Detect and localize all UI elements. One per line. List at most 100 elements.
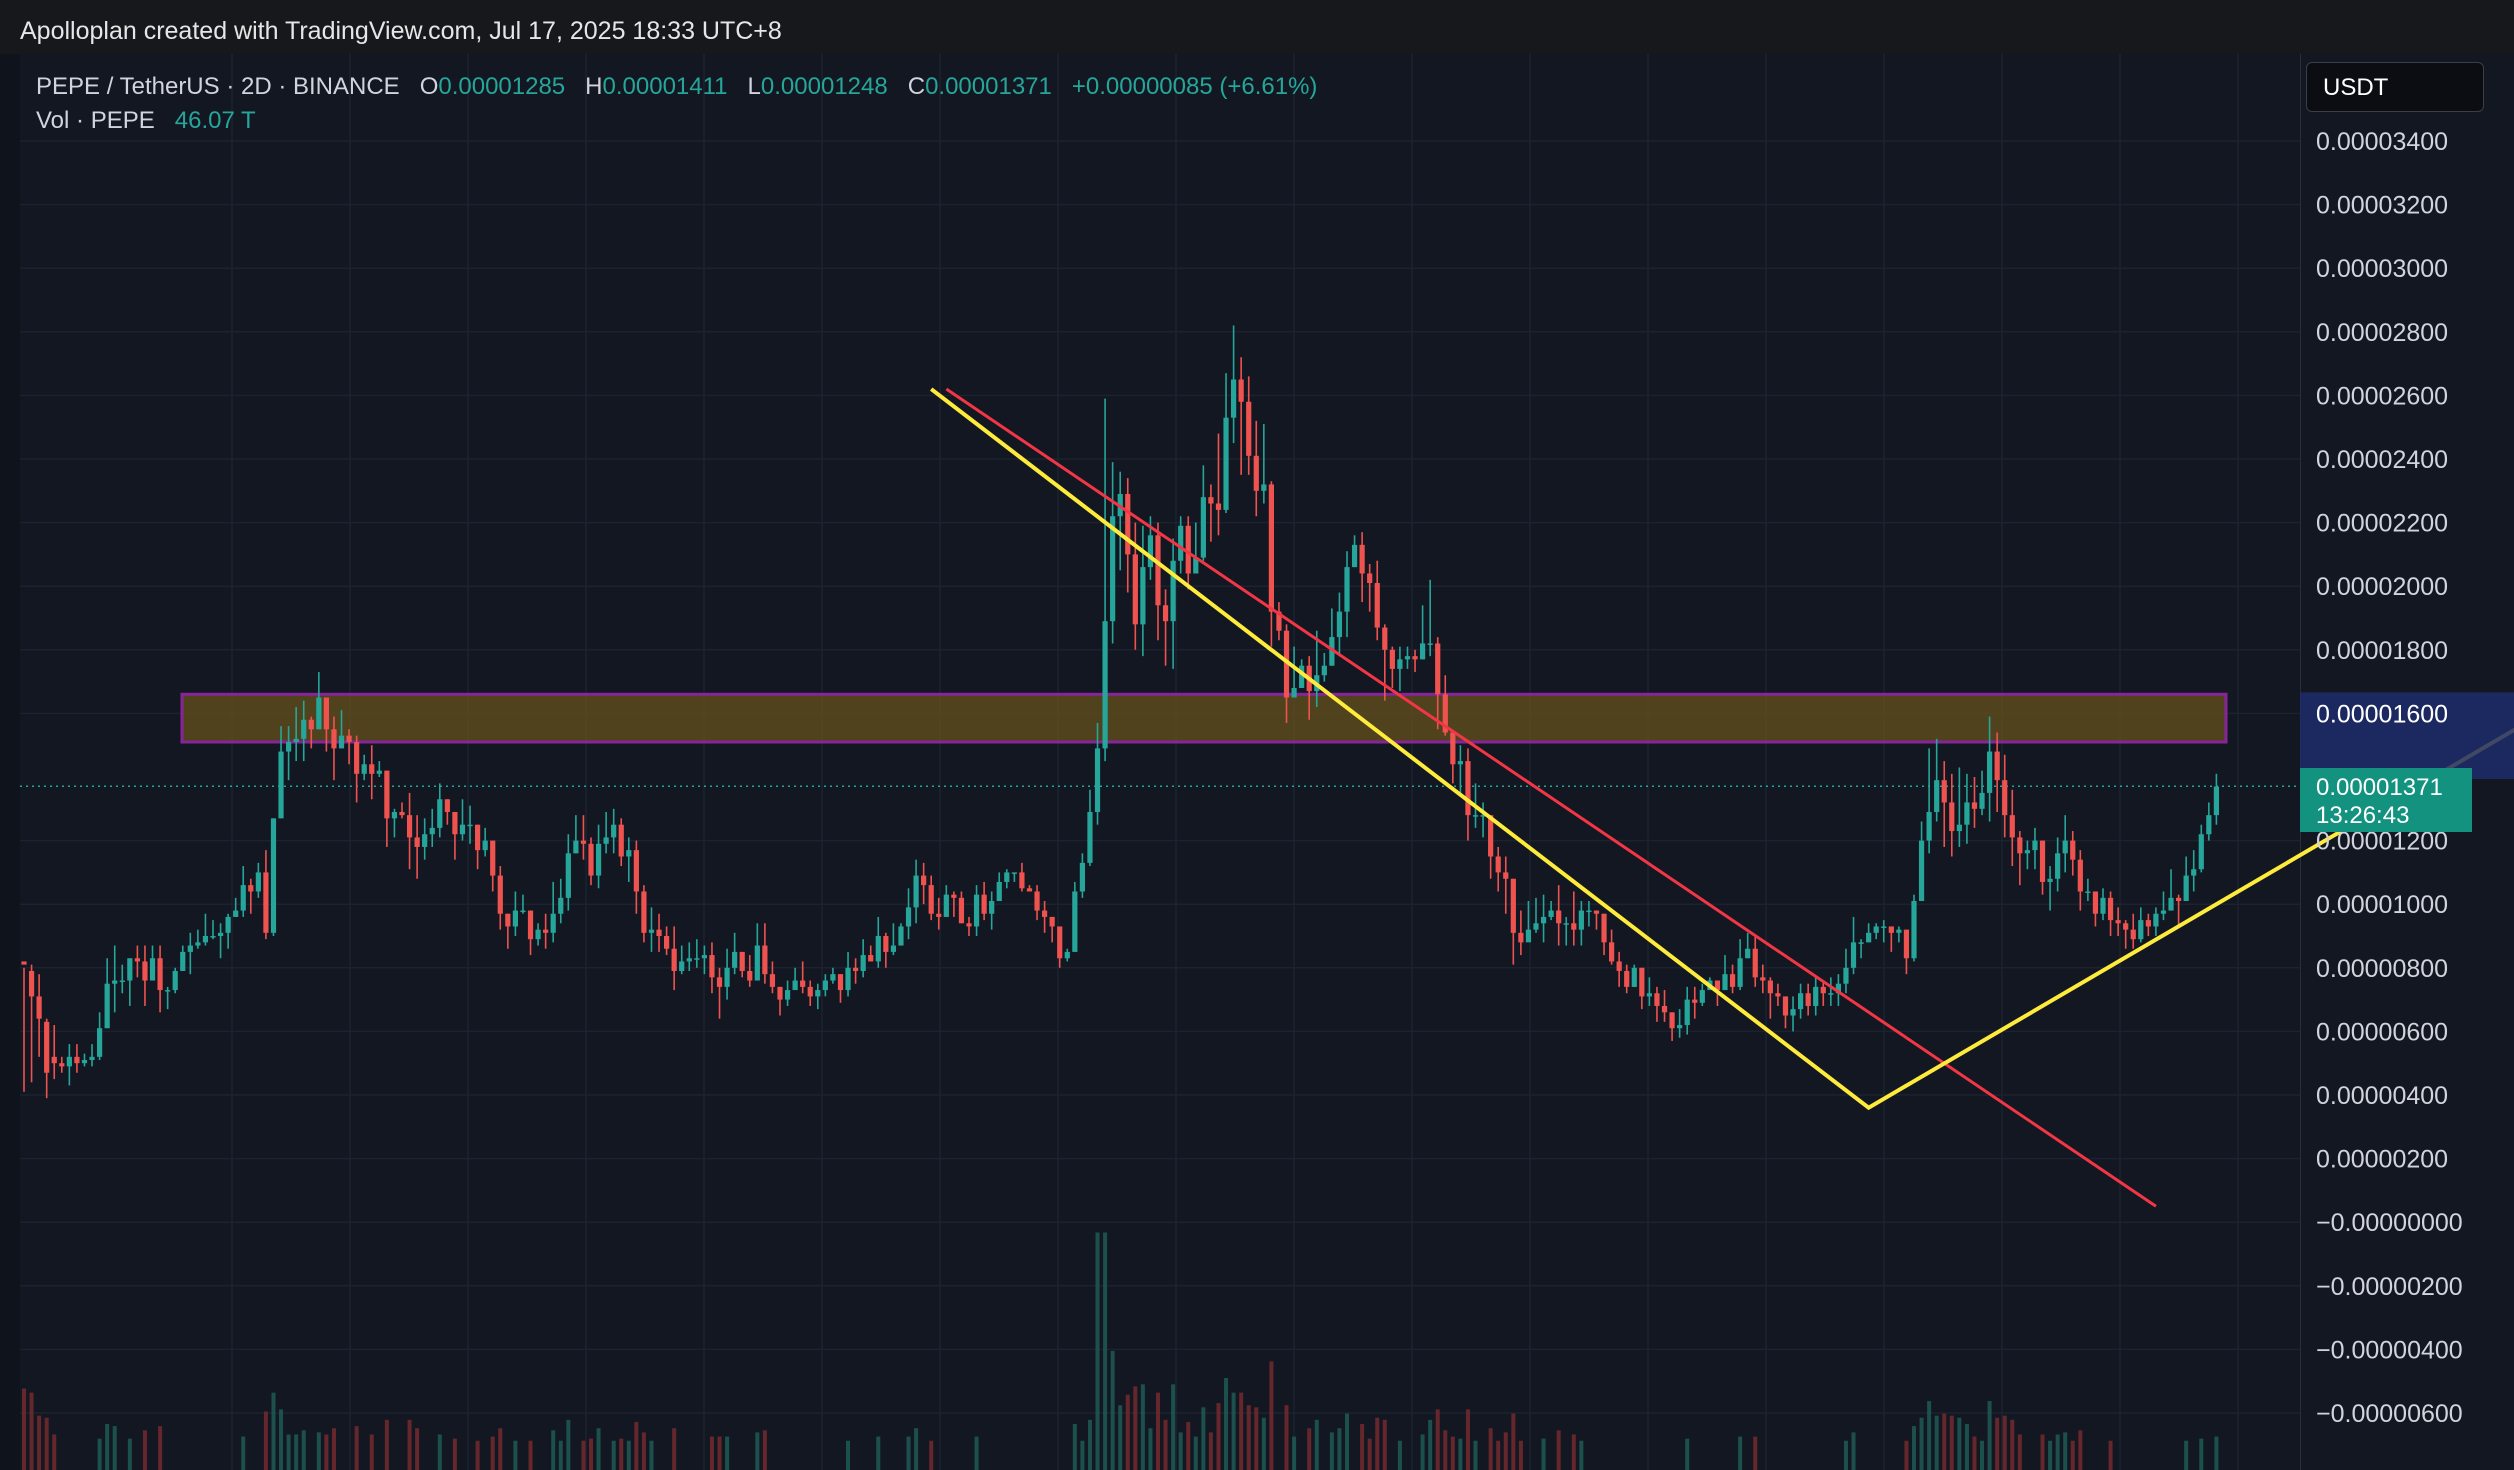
candle xyxy=(1646,977,1652,1006)
candle-body xyxy=(1283,630,1290,698)
candle xyxy=(1699,983,1705,1006)
candle xyxy=(157,945,163,1013)
candle-body xyxy=(822,980,828,991)
candle-body xyxy=(853,967,859,971)
candle xyxy=(588,837,594,886)
candle-body xyxy=(165,990,171,992)
candle xyxy=(1495,846,1501,892)
candle xyxy=(1178,516,1184,574)
candle xyxy=(1223,373,1229,514)
candle-body xyxy=(626,850,632,857)
volume-bar xyxy=(1367,1438,1372,1470)
symbol-label[interactable]: PEPE / TetherUS · 2D · BINANCE xyxy=(36,73,400,100)
volume-bar xyxy=(475,1440,480,1470)
candle xyxy=(1231,325,1237,444)
grid xyxy=(20,54,2300,1470)
candle-body xyxy=(1692,999,1698,1003)
candle xyxy=(1979,770,1985,816)
volume-bar xyxy=(1360,1424,1365,1470)
candle xyxy=(1911,894,1917,962)
volume-bar xyxy=(528,1440,533,1470)
candle-body xyxy=(928,885,934,914)
candle-body xyxy=(1336,611,1343,638)
volume-bar xyxy=(558,1440,563,1470)
candle-body xyxy=(1941,780,1947,803)
candle-body xyxy=(217,932,224,936)
candle-body xyxy=(1896,929,1902,933)
candle xyxy=(792,967,798,991)
candle-body xyxy=(293,738,299,743)
candle xyxy=(527,910,534,956)
candle xyxy=(482,827,488,857)
candle xyxy=(1457,745,1463,793)
candle xyxy=(2206,802,2212,841)
candle xyxy=(2191,850,2197,892)
candle-body xyxy=(1472,815,1479,817)
candle-body xyxy=(1964,802,1970,825)
candle-body xyxy=(1540,916,1547,924)
volume-bar xyxy=(1110,1350,1115,1470)
price-tick-label: 0.00002800 xyxy=(2316,319,2448,347)
candle-layer xyxy=(21,325,2219,1099)
candle-body xyxy=(989,901,995,914)
candle-body xyxy=(898,926,904,946)
candle-body xyxy=(1979,792,1985,809)
candle-body xyxy=(406,815,413,838)
candle xyxy=(354,735,360,803)
volume-bar xyxy=(279,1409,284,1470)
candle-body xyxy=(97,1028,103,1057)
candle xyxy=(2100,888,2106,921)
volume-bar xyxy=(1541,1438,1546,1470)
volume-bar xyxy=(1193,1436,1198,1470)
candle xyxy=(1488,815,1494,879)
candle-body xyxy=(1533,923,1539,930)
candle-body xyxy=(1510,878,1516,933)
candle-body xyxy=(414,837,420,847)
candle-body xyxy=(354,742,360,774)
candle-body xyxy=(1684,999,1690,1026)
volume-bar xyxy=(1140,1384,1145,1470)
candle xyxy=(837,974,844,1003)
volume-bar xyxy=(286,1434,291,1470)
volume-bar xyxy=(513,1440,518,1470)
candle-body xyxy=(845,967,851,991)
ohlc-row: PEPE / TetherUS · 2D · BINANCE O0.000012… xyxy=(36,70,1317,104)
candle xyxy=(1389,646,1395,688)
volume-bar xyxy=(1087,1419,1092,1470)
volume-bar xyxy=(914,1428,919,1470)
candle xyxy=(535,923,541,946)
chart-area[interactable] xyxy=(20,54,2300,1470)
candle-body xyxy=(1064,951,1070,959)
volume-bar xyxy=(1314,1419,1319,1470)
candle xyxy=(104,958,110,1029)
candle-body xyxy=(1563,923,1569,925)
candle xyxy=(671,926,677,991)
candle xyxy=(679,945,685,975)
candle-body xyxy=(1881,926,1887,928)
candle-body xyxy=(2115,920,2121,924)
candle xyxy=(2009,789,2015,867)
volume-label[interactable]: Vol · PEPE xyxy=(36,107,155,134)
price-tick-label: −0.00000000 xyxy=(2316,1209,2463,1237)
candle xyxy=(641,885,647,943)
price-tick-label: 0.00000600 xyxy=(2316,1018,2448,1046)
candle xyxy=(1593,910,1600,930)
candle-body xyxy=(1170,560,1176,622)
candle-body xyxy=(996,881,1002,902)
candle-body xyxy=(1639,967,1645,997)
volume-bar xyxy=(1851,1432,1856,1470)
volume-bar xyxy=(1171,1384,1176,1470)
candle xyxy=(1359,532,1365,603)
candle xyxy=(391,808,398,838)
candle xyxy=(1956,767,1962,847)
candle xyxy=(716,967,723,1019)
candle xyxy=(172,967,178,994)
volume-bar xyxy=(1292,1436,1297,1470)
candle-body xyxy=(1026,888,1033,892)
candle xyxy=(127,958,133,1006)
candle xyxy=(308,716,314,749)
candle-body xyxy=(1556,910,1562,924)
candle xyxy=(1094,722,1101,825)
currency-selector[interactable]: USDT xyxy=(2306,62,2484,112)
